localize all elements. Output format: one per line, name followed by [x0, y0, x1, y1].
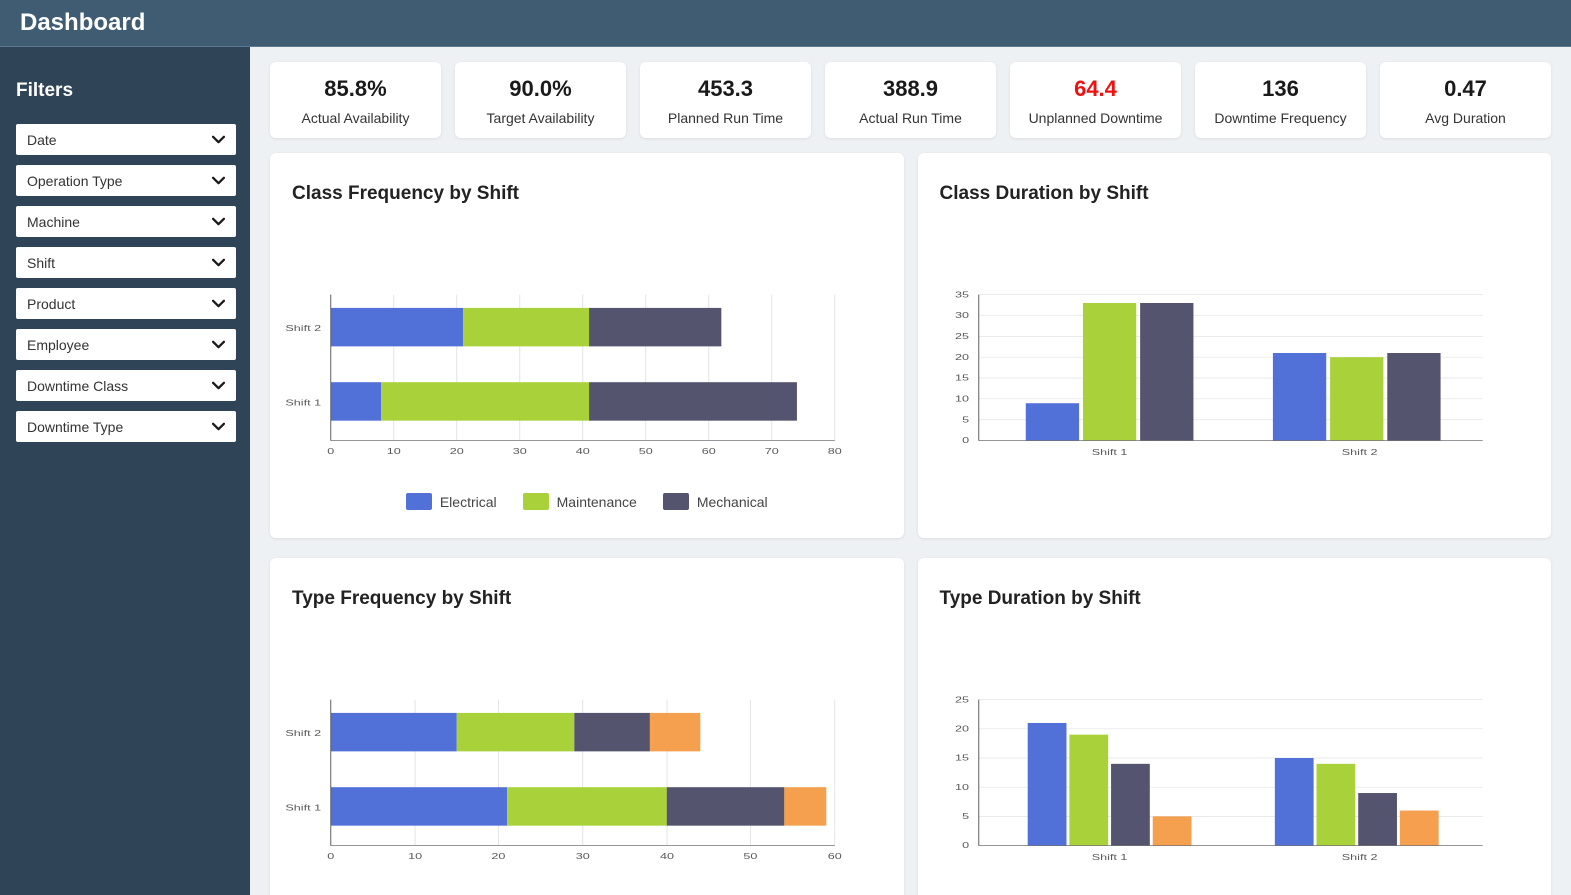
svg-text:25: 25 — [955, 695, 969, 705]
svg-text:30: 30 — [576, 852, 590, 862]
svg-text:60: 60 — [828, 852, 842, 862]
svg-text:Shift 2: Shift 2 — [1341, 448, 1377, 458]
svg-text:0: 0 — [962, 841, 969, 851]
svg-text:15: 15 — [955, 374, 969, 384]
svg-text:Shift 2: Shift 2 — [285, 324, 321, 334]
svg-text:10: 10 — [955, 783, 969, 793]
svg-text:0: 0 — [962, 436, 969, 446]
svg-text:10: 10 — [955, 395, 969, 405]
svg-text:15: 15 — [955, 754, 969, 764]
svg-text:Shift 2: Shift 2 — [285, 729, 321, 739]
svg-text:50: 50 — [743, 852, 757, 862]
svg-text:40: 40 — [660, 852, 674, 862]
svg-text:40: 40 — [576, 447, 590, 457]
svg-text:60: 60 — [702, 447, 716, 457]
svg-text:10: 10 — [387, 447, 401, 457]
svg-text:20: 20 — [491, 852, 505, 862]
svg-text:Shift 1: Shift 1 — [285, 399, 321, 409]
svg-text:30: 30 — [955, 311, 969, 321]
svg-text:20: 20 — [450, 447, 464, 457]
svg-text:0: 0 — [327, 447, 334, 457]
svg-text:70: 70 — [765, 447, 779, 457]
svg-text:35: 35 — [955, 290, 969, 300]
svg-text:10: 10 — [408, 852, 422, 862]
svg-text:Shift 1: Shift 1 — [285, 804, 321, 814]
svg-text:5: 5 — [962, 812, 969, 822]
svg-text:Shift 1: Shift 1 — [1091, 448, 1127, 458]
svg-text:25: 25 — [955, 332, 969, 342]
svg-text:20: 20 — [955, 353, 969, 363]
svg-text:0: 0 — [327, 852, 334, 862]
svg-text:Shift 2: Shift 2 — [1341, 853, 1377, 863]
svg-text:Shift 1: Shift 1 — [1091, 853, 1127, 863]
svg-text:80: 80 — [828, 447, 842, 457]
svg-text:20: 20 — [955, 725, 969, 735]
svg-text:30: 30 — [513, 447, 527, 457]
svg-text:50: 50 — [639, 447, 653, 457]
svg-text:5: 5 — [962, 416, 969, 426]
